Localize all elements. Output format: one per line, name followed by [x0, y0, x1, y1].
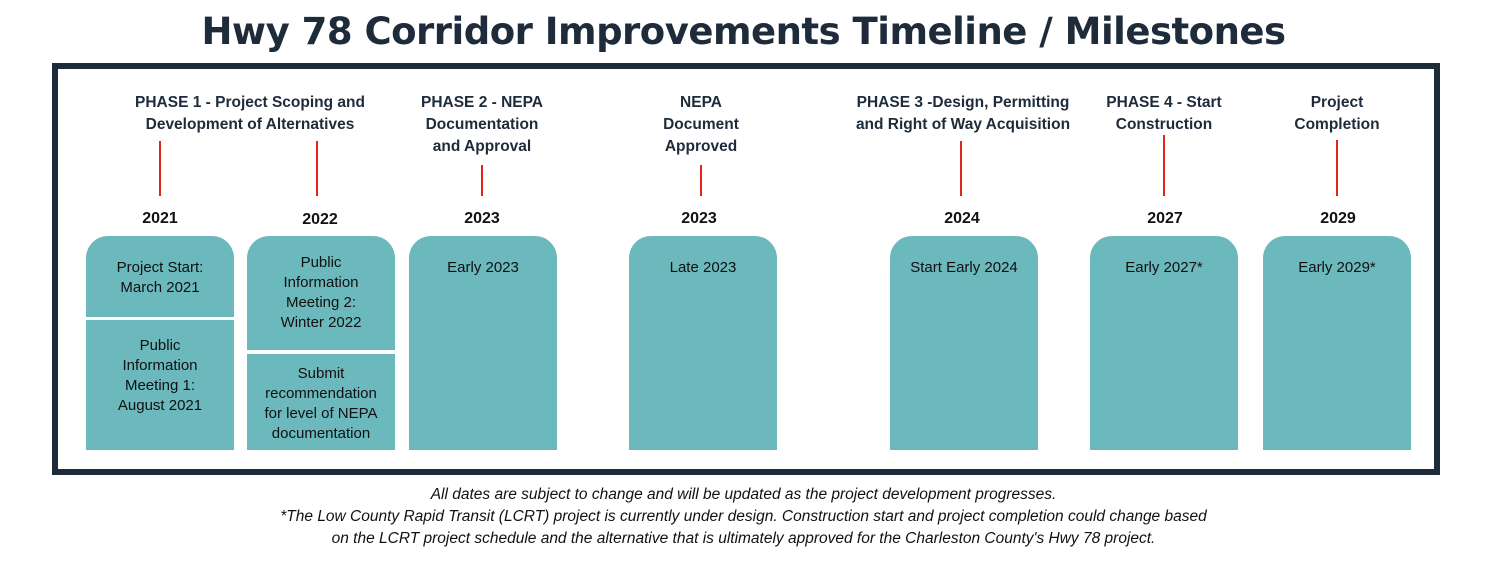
milestone-text: Meeting 1: [124, 377, 196, 394]
year-2023-nepa: 2023 [681, 210, 717, 227]
milestone-text: Meeting 2: [285, 294, 357, 311]
milestone-text: Late 2023 [669, 259, 737, 276]
milestone-text: Information [122, 357, 198, 374]
milestone-text: Public [300, 254, 342, 271]
milestone-text: Early 2029* [1298, 259, 1376, 276]
phase-3-header-line1: PHASE 3 -Design, Permitting [856, 94, 1070, 111]
year-2023-phase2: 2023 [464, 210, 500, 227]
phase-4-header-line2: Construction [1115, 116, 1213, 133]
milestone-box-early-2027: Early 2027* [1090, 236, 1238, 450]
milestone-text: Early 2023 [447, 259, 519, 276]
year-2021: 2021 [142, 210, 178, 227]
milestone-text: Winter 2022 [280, 314, 362, 331]
milestone-box-late-2023: Late 2023 [629, 236, 777, 450]
milestone-box-project-start: Project Start: March 2021 [86, 236, 234, 317]
tick-2027 [1163, 135, 1165, 196]
milestone-text: Early 2027* [1125, 259, 1203, 276]
phase-4-header-line1: PHASE 4 - Start [1106, 94, 1222, 111]
completion-header-line1: Project [1310, 94, 1364, 111]
page-title: Hwy 78 Corridor Improvements Timeline / … [201, 10, 1286, 53]
nepa-approved-header-line3: Approved [664, 138, 738, 155]
tick-2024 [960, 141, 962, 196]
phase-2-header-line1: PHASE 2 - NEPA [420, 94, 544, 111]
milestone-box-start-early-2024: Start Early 2024 [890, 236, 1038, 450]
completion-header: Project Completion [1294, 92, 1379, 136]
milestone-text: recommendation [265, 385, 377, 402]
milestone-box-early-2023: Early 2023 [409, 236, 557, 450]
milestone-text: August 2021 [117, 397, 203, 414]
phase-3-header: PHASE 3 -Design, Permitting and Right of… [856, 92, 1070, 136]
phase-2-header: PHASE 2 - NEPA Documentation and Approva… [421, 92, 543, 158]
completion-header-line2: Completion [1294, 116, 1380, 133]
phase-2-header-line3: and Approval [432, 138, 532, 155]
footnotes: All dates are subject to change and will… [0, 484, 1487, 550]
milestone-text: Submit [297, 365, 345, 382]
phase-4-header: PHASE 4 - Start Construction [1106, 92, 1221, 136]
phase-1-header: PHASE 1 - Project Scoping and Developmen… [135, 92, 365, 136]
phase-1-header-line2: Development of Alternatives [145, 116, 355, 133]
nepa-approved-header-line1: NEPA [680, 94, 722, 111]
tick-2023-phase2 [481, 165, 483, 196]
nepa-approved-header: NEPA Document Approved [663, 92, 739, 158]
tick-2021 [159, 141, 161, 196]
milestone-text: for level of NEPA [264, 405, 378, 422]
footnote-lcrt-line2: on the LCRT project schedule and the alt… [331, 530, 1156, 547]
milestone-box-early-2029: Early 2029* [1263, 236, 1411, 450]
milestone-text: March 2021 [120, 279, 200, 296]
milestone-text: Information [283, 274, 359, 291]
footnote-dates-disclaimer: All dates are subject to change and will… [430, 486, 1057, 503]
timeline-frame: PHASE 1 - Project Scoping and Developmen… [52, 63, 1440, 475]
milestone-text: Public [139, 337, 181, 354]
milestone-box-submit-recommendation: Submit recommendation for level of NEPA … [247, 354, 395, 450]
nepa-approved-header-line2: Document [663, 116, 739, 133]
tick-2029 [1336, 140, 1338, 196]
year-2022: 2022 [302, 211, 338, 228]
footnote-lcrt-line1: *The Low County Rapid Transit (LCRT) pro… [280, 508, 1207, 525]
phase-2-header-line2: Documentation [425, 116, 539, 133]
milestone-box-public-meeting-1: Public Information Meeting 1: August 202… [86, 320, 234, 450]
milestone-box-public-meeting-2: Public Information Meeting 2: Winter 202… [247, 236, 395, 350]
year-2029: 2029 [1320, 210, 1356, 227]
tick-2023-nepa [700, 165, 702, 196]
phase-3-header-line2: and Right of Way Acquisition [855, 116, 1071, 133]
tick-2022 [316, 141, 318, 196]
phase-1-header-line1: PHASE 1 - Project Scoping and [135, 94, 365, 111]
milestone-text: Start Early 2024 [910, 259, 1018, 276]
milestone-text: documentation [271, 425, 371, 442]
year-2024: 2024 [944, 210, 980, 227]
milestone-text: Project Start: [116, 259, 204, 276]
year-2027: 2027 [1147, 210, 1183, 227]
